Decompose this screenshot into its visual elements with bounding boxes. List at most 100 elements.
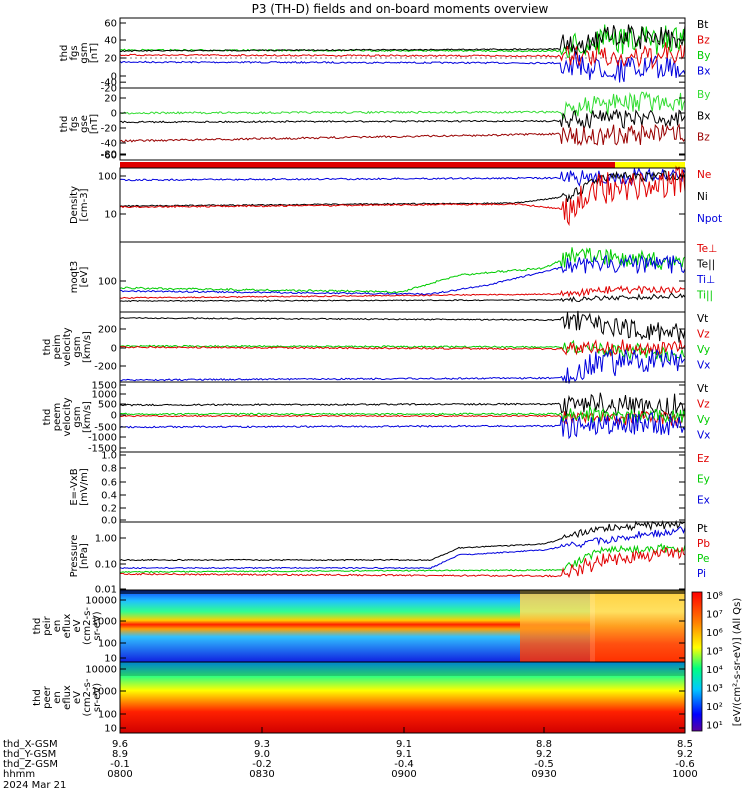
y-axis-label: [km/s] bbox=[82, 331, 93, 363]
y-tick-label: 0.10 bbox=[95, 560, 117, 571]
x-axis-value: -0.2 bbox=[252, 759, 272, 770]
trace-vx bbox=[119, 348, 686, 384]
legend-pe: Pe bbox=[697, 553, 709, 565]
peer-plot-area bbox=[120, 662, 685, 733]
y-axis-label: gsm bbox=[72, 336, 83, 357]
legend-ti||: Ti|| bbox=[696, 290, 713, 302]
panel-peim: 200 0 -200 thd peim velocity gsm [km/s] Vt Vz Vy Vx bbox=[42, 310, 710, 384]
x-axis-value: 0830 bbox=[249, 769, 274, 780]
trace-vy bbox=[119, 339, 686, 362]
y-axis-label: [nT] bbox=[89, 114, 100, 134]
legend-vx: Vx bbox=[697, 430, 710, 442]
x-axis-value: 9.2 bbox=[536, 749, 552, 760]
legend-bx: Bx bbox=[697, 66, 710, 78]
y-axis-label: moqt3 bbox=[69, 261, 80, 294]
x-axis-value: -0.1 bbox=[110, 759, 130, 770]
y-axis-label: peer bbox=[42, 685, 53, 709]
y-axis-label: peim bbox=[52, 334, 63, 359]
trace-ni bbox=[119, 169, 686, 208]
legend-by: By bbox=[697, 50, 710, 62]
y-axis-label: (cm2-s- bbox=[82, 678, 93, 716]
legend-vy: Vy bbox=[697, 414, 710, 426]
legend-by: By bbox=[697, 89, 710, 101]
mode-bar-red bbox=[120, 162, 615, 168]
panel-density: 100 10 Density [cm-3] Ne Ni Npot bbox=[69, 162, 722, 243]
legend-ey: Ey bbox=[697, 474, 710, 486]
panel-fgs2: 20 0 -20 -40-60-80 thd fgs gse [nT] By Bx Bz bbox=[59, 87, 710, 162]
x-axis-value: -0.5 bbox=[534, 759, 554, 770]
x-axis-value: 9.1 bbox=[396, 749, 412, 760]
pressure-plot-area bbox=[119, 519, 686, 579]
y-tick-label: -80 bbox=[101, 150, 117, 161]
y-axis-label: fgs bbox=[69, 45, 80, 60]
panel-peer: 10000 1000 100 10 thd peer en eflux eV (cm2-s-sr-… bbox=[32, 661, 686, 735]
x-axis-row-label: hhmm bbox=[3, 769, 35, 780]
y-axis-label: Pressure bbox=[69, 535, 80, 578]
x-axis-value: 8.9 bbox=[112, 749, 128, 760]
legend-npot: Npot bbox=[697, 213, 722, 225]
y-tick-label: 100 bbox=[98, 172, 117, 183]
y-tick-label: 0 bbox=[111, 344, 117, 355]
trace-ti-perp bbox=[120, 253, 686, 296]
x-axis-value: 9.3 bbox=[254, 739, 270, 750]
y-axis-label: [mV/m] bbox=[79, 468, 90, 506]
pressure-frame bbox=[119, 521, 686, 591]
peem-frame bbox=[119, 381, 686, 453]
legend-vz: Vz bbox=[697, 399, 710, 411]
spectrogram-peer-noise bbox=[120, 662, 685, 676]
legend-vt: Vt bbox=[697, 313, 708, 325]
colorbar-tick-label: 10¹ bbox=[706, 721, 723, 732]
mode-bar-yellow bbox=[615, 162, 685, 168]
y-axis-label: peir bbox=[42, 615, 53, 635]
peer-frame bbox=[119, 661, 686, 734]
y-axis-label: gsm bbox=[79, 42, 90, 63]
legend-te||: Te|| bbox=[696, 259, 715, 271]
trace-by bbox=[119, 91, 686, 121]
x-axis-value: 1000 bbox=[672, 769, 697, 780]
y-axis-label: [cm-3] bbox=[79, 188, 90, 221]
x-axis-value: 0930 bbox=[531, 769, 556, 780]
y-tick-label: 0.6 bbox=[101, 478, 117, 489]
y-axis-label: thd bbox=[59, 116, 70, 133]
y-axis-label: thd bbox=[59, 45, 70, 62]
y-tick-label: 100 bbox=[98, 639, 117, 650]
y-axis-label: Density bbox=[69, 186, 80, 224]
y-axis-label: E=-VxB bbox=[69, 468, 80, 505]
trace-bz bbox=[119, 123, 686, 147]
trace-pe bbox=[119, 543, 686, 574]
y-axis-label: velocity bbox=[62, 397, 73, 436]
panel-temp: 100 moqt3 [eV] Te⊥ Te|| Ti⊥ Ti|| bbox=[69, 241, 717, 313]
y-tick-label: -60 bbox=[101, 151, 117, 162]
y-axis-label: (cm2-s- bbox=[82, 607, 93, 645]
y-tick-label: 0.8 bbox=[101, 464, 117, 475]
trace-bz bbox=[119, 41, 686, 70]
spectrogram-peer bbox=[120, 662, 685, 733]
trace-vx bbox=[119, 411, 686, 440]
y-axis-label: thd bbox=[32, 618, 43, 635]
legend-bt: Bt bbox=[697, 19, 708, 31]
y-tick-label: 200 bbox=[98, 325, 117, 336]
colorbar-tick-label: 10⁶ bbox=[706, 628, 723, 639]
legend-ex: Ex bbox=[697, 494, 710, 506]
trace-vz bbox=[119, 410, 686, 426]
x-axis-row-label: thd_Y-GSM bbox=[3, 749, 56, 760]
y-axis-label: fgs bbox=[69, 116, 80, 131]
spectrogram-peir-late bbox=[595, 590, 685, 662]
x-axis-value: 0900 bbox=[391, 769, 416, 780]
figure-title: P3 (TH-D) fields and on-board moments ov… bbox=[252, 2, 549, 16]
fgs2-frame bbox=[119, 87, 686, 161]
y-tick-label: 0.01 bbox=[95, 585, 117, 596]
colorbar-tick-label: 10³ bbox=[706, 684, 723, 695]
trace-vz bbox=[119, 339, 686, 358]
y-tick-label: 1.00 bbox=[95, 534, 117, 545]
legend-ni: Ni bbox=[697, 191, 708, 203]
x-axis-value: 9.0 bbox=[254, 749, 270, 760]
y-tick-label: 10000 bbox=[85, 665, 117, 676]
x-axis-value: 8.5 bbox=[677, 739, 693, 750]
panel-efield: 1.0 0.8 0.6 0.4 0.20.0 E=-VxB [mV/m] Ez Ey Ex bbox=[69, 451, 710, 527]
colorbar-tick-label: 10⁷ bbox=[706, 610, 723, 621]
legend-pt: Pt bbox=[697, 523, 707, 535]
trace-vt bbox=[119, 310, 686, 343]
